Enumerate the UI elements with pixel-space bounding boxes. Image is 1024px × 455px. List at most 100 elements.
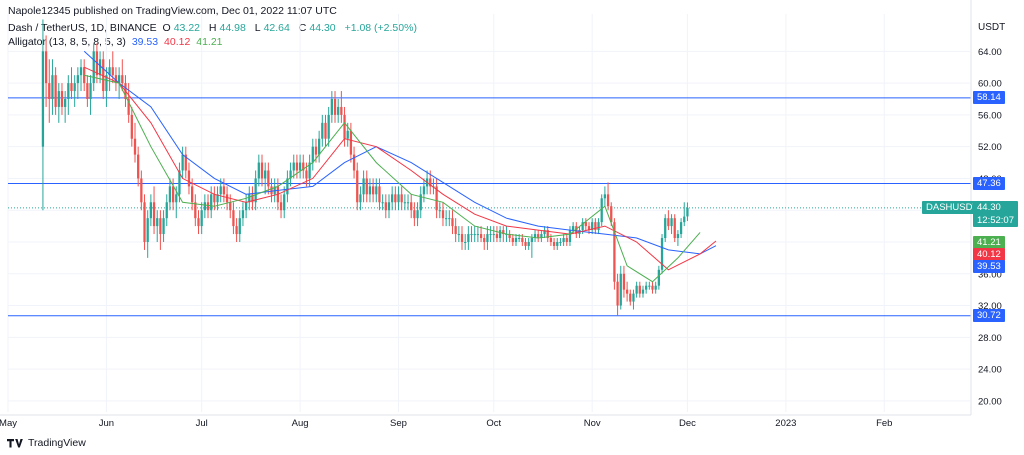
candle (410, 194, 413, 219)
candle-body (556, 241, 559, 246)
candle-body (302, 162, 305, 171)
candle (486, 226, 489, 250)
candle-body (352, 154, 356, 171)
candle-body (521, 238, 524, 242)
candle-body (540, 234, 543, 239)
candle-body (117, 75, 121, 84)
candle (460, 226, 464, 250)
candle-body (410, 202, 413, 211)
candle (232, 202, 235, 235)
candle-body (391, 194, 394, 203)
ohlc-low: L 42.64 (254, 22, 290, 34)
candle-body (238, 218, 241, 235)
candle (508, 230, 511, 242)
candle-body (359, 194, 362, 203)
candle-body (102, 59, 105, 92)
candle-body (648, 285, 651, 287)
candle (311, 138, 314, 171)
candle-body (241, 210, 245, 219)
candle-body (537, 234, 540, 239)
alligator-jaw-price-label: 39.53 (973, 260, 1005, 274)
candle-body (111, 67, 114, 76)
candle (44, 35, 48, 107)
candle (397, 186, 400, 211)
candle-body (257, 162, 260, 179)
candle-body (495, 234, 499, 239)
candle-body (673, 218, 676, 239)
candle-body (362, 178, 365, 195)
candle (48, 59, 51, 123)
candle (667, 210, 670, 231)
candle (206, 194, 210, 219)
candle-body (267, 170, 270, 187)
candle (257, 154, 260, 187)
x-tick-label: Nov (584, 418, 601, 429)
candle (133, 122, 137, 163)
candle (254, 170, 257, 211)
candle-body (594, 222, 597, 231)
candle (473, 226, 476, 242)
candle (524, 238, 527, 250)
candle-body (683, 216, 686, 223)
y-tick-label: 52.00 (978, 142, 1002, 153)
candle (368, 178, 372, 203)
candle-body (575, 226, 578, 235)
candle-body (264, 170, 267, 179)
candle-body (629, 293, 632, 302)
candle-body (327, 114, 330, 139)
candle (619, 265, 622, 310)
candle-body (225, 194, 229, 203)
candle (60, 83, 64, 115)
candle (448, 210, 451, 227)
candle (575, 222, 578, 239)
candle-body (416, 210, 419, 219)
candle (645, 281, 648, 294)
candle-body (524, 241, 527, 246)
candle (130, 106, 133, 147)
candle-body (565, 238, 568, 242)
candle-body (657, 269, 661, 286)
candle (371, 178, 375, 203)
candle (673, 214, 676, 242)
candle-body (454, 226, 457, 235)
candle-body (422, 186, 426, 195)
candle-body (222, 186, 226, 195)
candle (295, 154, 299, 179)
candle-body (429, 178, 432, 187)
candle (324, 114, 327, 147)
candle (51, 59, 54, 115)
candle (260, 154, 264, 187)
candle-body (251, 194, 254, 203)
candle (603, 186, 607, 207)
candle-body (314, 146, 318, 155)
candle-body (133, 138, 137, 155)
candle (359, 186, 362, 211)
candle-body (600, 198, 603, 223)
x-tick-label: Sep (390, 418, 407, 429)
candle-body (635, 285, 638, 294)
candle (562, 234, 565, 246)
candle-body (638, 285, 641, 294)
candle-body (654, 285, 657, 290)
candle (165, 194, 168, 227)
candle (181, 146, 184, 179)
candle (356, 162, 359, 211)
candle-body (552, 241, 556, 246)
candle (340, 91, 343, 123)
candle-body (403, 202, 407, 204)
candle (327, 106, 330, 147)
candle-body (365, 178, 368, 195)
candle (625, 281, 629, 302)
candle-body (108, 67, 111, 76)
candle (552, 238, 556, 250)
tradingview-footer[interactable]: TradingView (7, 437, 86, 449)
candle-body (130, 114, 133, 139)
candle-body (194, 202, 197, 219)
x-tick-label: May (0, 418, 17, 429)
candle (137, 146, 140, 187)
candle-body (44, 51, 48, 84)
candle (343, 106, 346, 147)
candle-body (295, 162, 299, 171)
candle (435, 178, 438, 219)
